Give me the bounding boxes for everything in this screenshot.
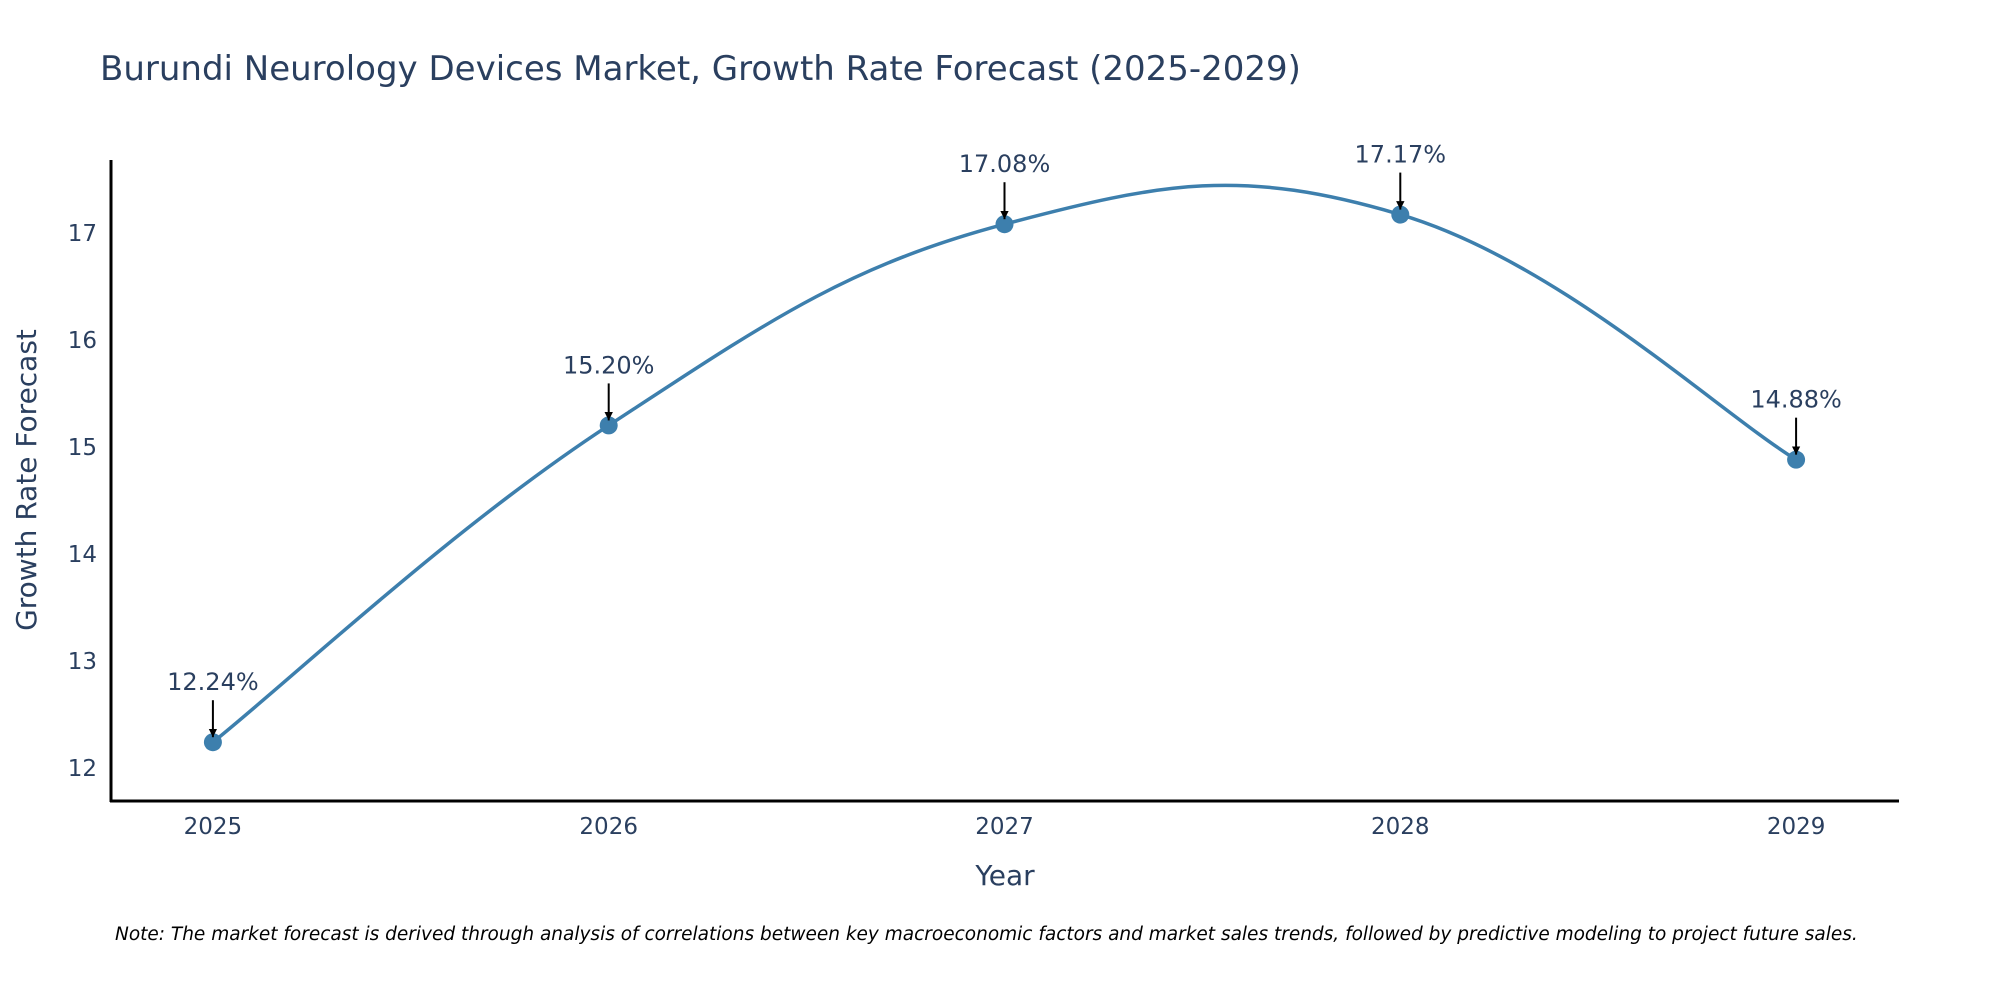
y-tick-label: 13 [68,649,97,675]
chart-title: Burundi Neurology Devices Market, Growth… [100,49,1301,89]
data-point-2026[interactable] [599,416,618,435]
data-point-2025[interactable] [203,733,222,752]
data-label-2026: 15.20% [563,351,655,379]
y-tick-label: 14 [68,542,97,568]
series-line [211,183,1798,744]
x-tick-label: 2026 [579,814,638,840]
y-tick-label: 17 [68,221,97,247]
y-axis-title: Growth Rate Forecast [10,329,43,631]
x-axis-title: Year [974,859,1035,892]
x-tick-label: 2029 [1767,814,1826,840]
chart-note: Note: The market forecast is derived thr… [115,924,1858,945]
data-label-2027: 17.08% [959,150,1051,178]
data-point-2027[interactable] [995,215,1014,234]
data-label-2028: 17.17% [1355,141,1447,169]
data-label-2025: 12.24% [167,668,259,696]
x-tick-label: 2028 [1371,814,1430,840]
y-axis-ticks: 12 13 14 15 16 17 [68,221,97,782]
x-tick-label: 2025 [184,814,243,840]
plot-area: 12.24% 15.20% 17.08% 17.17% 14.88% [167,141,1842,752]
y-tick-label: 16 [68,328,97,354]
data-point-2028[interactable] [1391,205,1410,224]
y-tick-label: 15 [68,435,97,461]
data-point-2029[interactable] [1787,450,1806,469]
y-tick-label: 12 [68,756,97,782]
x-tick-label: 2027 [975,814,1034,840]
data-label-2029: 14.88% [1750,386,1842,414]
x-axis-ticks: 2025 2026 2027 2028 2029 [184,814,1826,840]
